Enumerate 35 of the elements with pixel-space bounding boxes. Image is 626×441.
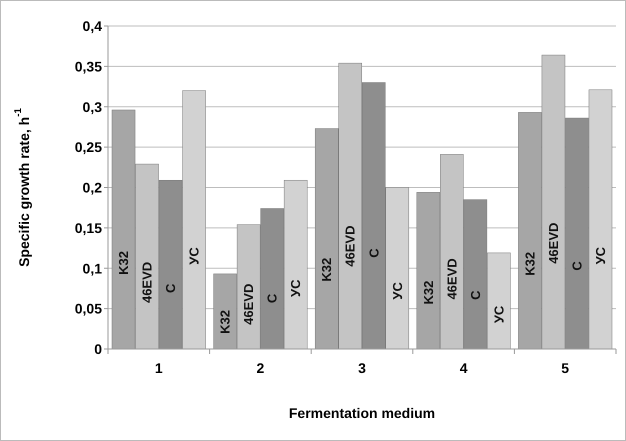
x-tick-label: 1 xyxy=(154,360,163,376)
text: 46EVD xyxy=(444,258,460,300)
text: 46EVD xyxy=(140,262,155,304)
y-tick-label: 0,15 xyxy=(74,220,102,236)
x-tick-label: 4 xyxy=(460,360,468,376)
x-tick-label: 3 xyxy=(358,360,366,376)
series-label: C xyxy=(264,293,280,304)
text: УС xyxy=(288,280,304,297)
y-tick-label: 0,35 xyxy=(74,58,102,74)
text: K32 xyxy=(522,252,538,276)
text: УС xyxy=(592,246,608,264)
y-tick-label: 0,25 xyxy=(74,139,102,156)
y-tick-label: 0,3 xyxy=(82,98,102,115)
series-label: УС xyxy=(186,246,202,265)
text: K32 xyxy=(319,258,334,282)
x-axis-title: Fermentation medium xyxy=(288,405,436,421)
series-label: 46EVD xyxy=(241,284,256,325)
text: C xyxy=(366,248,382,258)
text: УС xyxy=(390,282,405,300)
y-tick-label: 0,05 xyxy=(74,300,102,317)
y-tick-label: 0 xyxy=(94,341,102,357)
text: C xyxy=(569,261,584,271)
text: 46EVD xyxy=(546,222,561,264)
x-tick-label: 2 xyxy=(256,360,264,376)
y-tick-label: 0,4 xyxy=(82,18,102,34)
text: C xyxy=(163,284,178,293)
series-label: K32 xyxy=(420,280,436,305)
text: C xyxy=(468,290,483,300)
y-tick-label: 0,1 xyxy=(82,260,102,276)
text: УС xyxy=(491,306,506,324)
y-tick-label: 0,2 xyxy=(82,180,102,196)
text: K32 xyxy=(218,310,233,334)
text: K32 xyxy=(116,251,132,275)
x-tick-label: 5 xyxy=(561,360,570,376)
text: 46EVD xyxy=(342,225,358,267)
